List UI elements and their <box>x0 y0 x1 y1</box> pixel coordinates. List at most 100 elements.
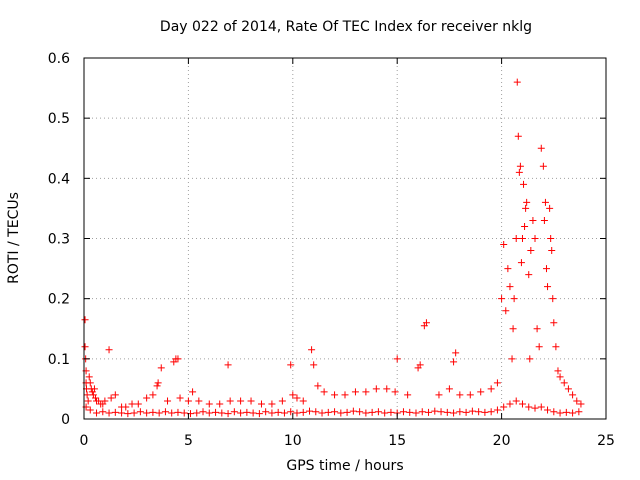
data-point <box>493 379 501 387</box>
data-point <box>462 408 470 416</box>
data-point <box>81 316 89 324</box>
data-point <box>118 409 126 417</box>
data-point <box>212 408 220 416</box>
data-point <box>573 397 581 405</box>
data-point <box>575 408 583 416</box>
data-point <box>526 355 534 363</box>
grid <box>84 58 606 419</box>
data-point <box>226 397 234 405</box>
data-point <box>422 319 430 327</box>
data-point <box>168 409 176 417</box>
data-point <box>512 397 520 405</box>
data-point <box>552 343 560 351</box>
data-point <box>237 409 245 417</box>
data-point <box>374 408 382 416</box>
y-tick-label: 0.6 <box>48 51 70 67</box>
data-point <box>560 379 568 387</box>
data-point <box>562 408 570 416</box>
data-point <box>218 409 226 417</box>
data-point <box>487 385 495 393</box>
data-point <box>387 408 395 416</box>
data-point <box>180 409 188 417</box>
data-point <box>477 388 485 396</box>
data-point <box>128 400 136 408</box>
data-point <box>91 394 99 402</box>
data-point <box>541 198 549 206</box>
data-point <box>437 408 445 416</box>
data-point <box>306 407 314 415</box>
y-tick-label: 0.5 <box>48 111 70 127</box>
data-point <box>362 388 370 396</box>
data-point <box>452 349 460 357</box>
data-point <box>431 407 439 415</box>
data-point <box>537 403 545 411</box>
data-point <box>136 408 144 416</box>
data-point <box>517 259 525 267</box>
axis-ticks <box>83 57 607 420</box>
y-tick-label: 0.3 <box>48 232 70 248</box>
data-point <box>312 408 320 416</box>
data-point <box>161 408 169 416</box>
x-tick-label: 25 <box>597 433 615 449</box>
data-point <box>450 358 458 366</box>
data-point <box>157 364 165 372</box>
data-point <box>498 295 506 303</box>
data-point <box>456 408 464 416</box>
data-point <box>535 343 543 351</box>
data-point <box>544 406 552 414</box>
data-point <box>205 409 213 417</box>
data-point <box>521 222 529 230</box>
chart-title: Day 022 of 2014, Rate Of TEC Index for r… <box>160 19 532 35</box>
data-point <box>101 397 109 405</box>
data-point <box>318 409 326 417</box>
data-point <box>522 204 530 212</box>
data-point <box>257 400 265 408</box>
y-tick-label: 0.4 <box>48 171 70 187</box>
data-point <box>274 408 282 416</box>
data-point <box>143 394 151 402</box>
data-point <box>425 408 433 416</box>
data-point <box>504 265 512 273</box>
data-point <box>523 198 531 206</box>
data-point <box>331 391 339 399</box>
data-point <box>527 247 535 255</box>
data-point <box>435 391 443 399</box>
data-point <box>216 400 224 408</box>
data-point <box>154 379 162 387</box>
data-point <box>230 408 238 416</box>
data-point <box>337 409 345 417</box>
data-point <box>84 397 92 405</box>
data-point <box>529 216 537 224</box>
data-point <box>249 409 257 417</box>
data-point <box>99 408 107 416</box>
data-point <box>174 408 182 416</box>
data-point <box>320 388 328 396</box>
data-point <box>107 394 115 402</box>
data-point <box>93 409 101 417</box>
data-point <box>518 235 526 242</box>
data-point <box>544 283 552 291</box>
data-point <box>418 408 426 416</box>
data-point <box>83 391 91 399</box>
y-tick-labels: 0 0.1 0.2 0.3 0.4 0.5 0.6 <box>48 51 70 428</box>
data-point <box>506 283 514 291</box>
data-point <box>111 408 119 416</box>
data-point <box>143 409 151 417</box>
data-point <box>549 295 557 303</box>
data-point <box>569 409 577 417</box>
data-point <box>556 409 564 417</box>
data-point <box>341 391 349 399</box>
data-point <box>450 409 458 417</box>
data-point <box>205 400 213 408</box>
data-point <box>548 247 556 255</box>
data-point <box>86 406 94 414</box>
data-point <box>134 400 142 408</box>
data-point <box>224 361 232 369</box>
data-point <box>237 397 245 405</box>
data-point <box>81 343 89 351</box>
data-point <box>293 394 301 402</box>
data-point <box>278 397 286 405</box>
data-point <box>546 204 554 212</box>
data-point <box>343 408 351 416</box>
data-point <box>184 397 192 405</box>
